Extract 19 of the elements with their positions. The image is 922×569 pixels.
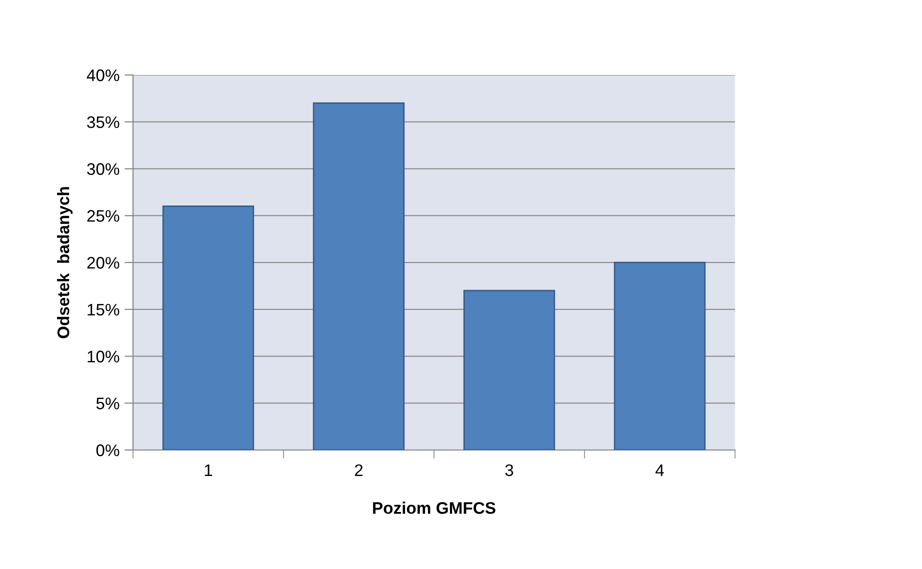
bar bbox=[162, 206, 254, 450]
y-tick-label: 20% bbox=[87, 256, 120, 269]
y-tick-label: 15% bbox=[88, 304, 120, 316]
bar bbox=[312, 102, 405, 450]
bar bbox=[463, 290, 556, 450]
x-tick-label: 1 bbox=[204, 464, 212, 476]
y-tick-label: 25% bbox=[87, 210, 120, 222]
y-tick-label: 30% bbox=[87, 163, 120, 175]
x-tick-label: 4 bbox=[656, 464, 664, 476]
y-axis-title: Odsetek badanych bbox=[57, 187, 73, 338]
x-tick-label: 3 bbox=[505, 464, 514, 476]
y-tick-label: 0% bbox=[96, 444, 120, 456]
x-axis-title: Poziom GMFCS bbox=[373, 502, 496, 514]
x-tick-label: 2 bbox=[354, 464, 363, 476]
y-tick-label: 10% bbox=[88, 350, 120, 362]
y-tick-label: 35% bbox=[87, 116, 120, 128]
y-tick-label: 5% bbox=[96, 398, 120, 410]
bar bbox=[614, 262, 706, 450]
y-tick-label: 40% bbox=[86, 69, 120, 82]
